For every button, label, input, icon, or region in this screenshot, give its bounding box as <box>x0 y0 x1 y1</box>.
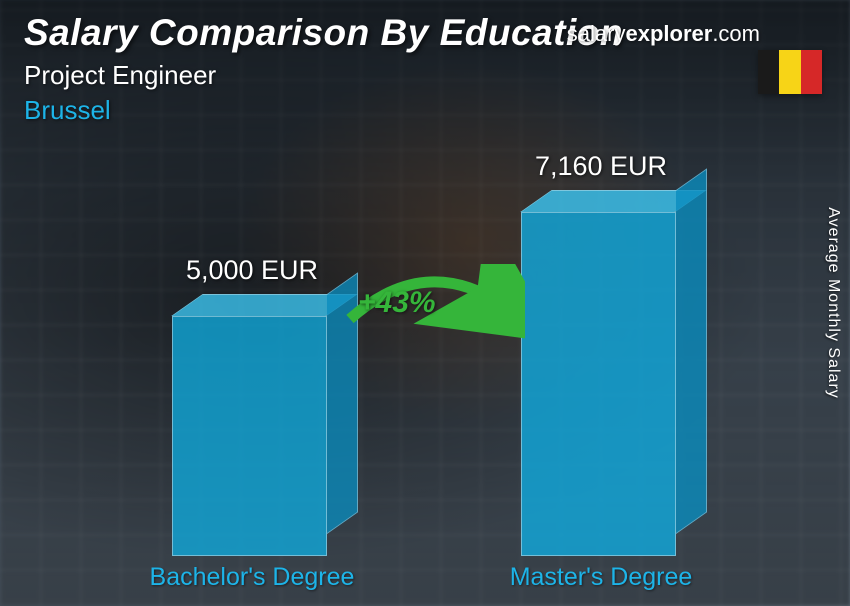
bar-label-bachelors: Bachelor's Degree <box>112 563 392 592</box>
flag-stripe-2 <box>779 50 800 94</box>
brand-suffix: .com <box>712 21 760 46</box>
bar-side-face <box>676 168 707 534</box>
country-flag <box>758 50 822 94</box>
chart-area: +43% 5,000 EUR Bachelor's Degree 7,160 E… <box>0 146 850 606</box>
job-title: Project Engineer <box>24 60 826 91</box>
bar-label-masters: Master's Degree <box>461 563 741 592</box>
bar-front-face <box>521 212 676 556</box>
location-label: Brussel <box>24 95 826 126</box>
brand-logo: salaryexplorer.com <box>567 21 760 47</box>
y-axis-label: Average Monthly Salary <box>824 207 842 399</box>
infographic-container: Salary Comparison By Education Project E… <box>0 0 850 606</box>
bar-bachelors <box>172 316 327 556</box>
brand-bold: explorer <box>625 21 712 46</box>
percent-increase-label: +43% <box>358 286 436 320</box>
flag-stripe-1 <box>758 50 779 94</box>
flag-stripe-3 <box>801 50 822 94</box>
bar-masters <box>521 212 676 556</box>
bar-value-masters: 7,160 EUR <box>471 151 731 182</box>
brand-plain: salary <box>567 21 626 46</box>
bar-front-face <box>172 316 327 556</box>
